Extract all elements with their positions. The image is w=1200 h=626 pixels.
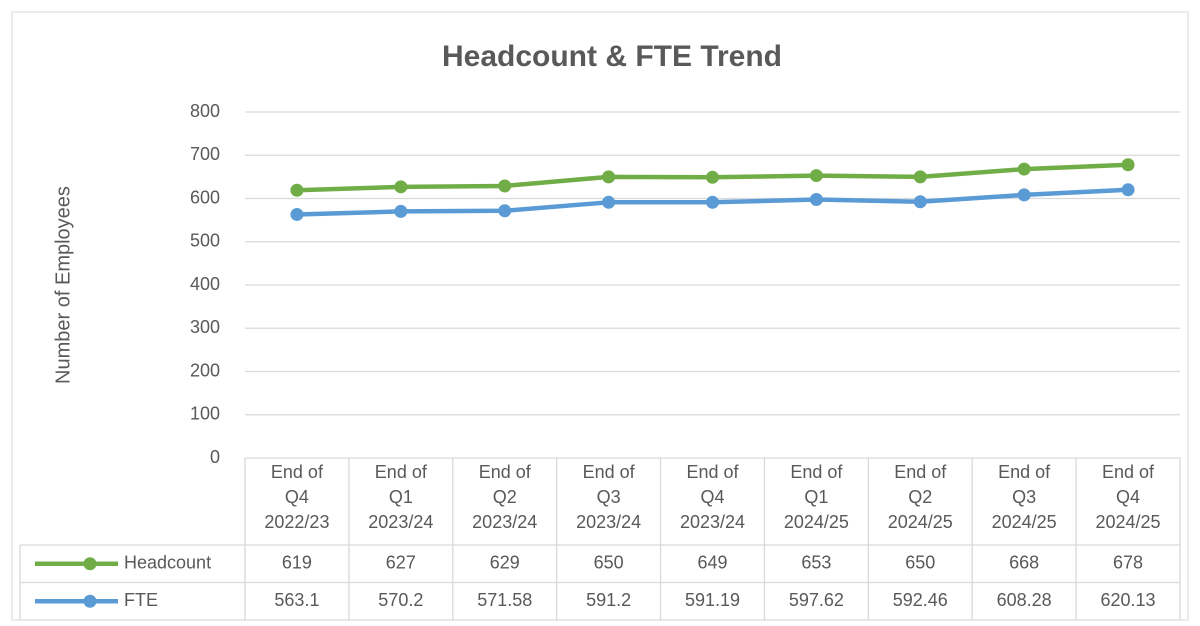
series-marker: [602, 170, 616, 184]
table-value: 678: [1113, 553, 1143, 573]
x-tick-label: End of Q1 2023/24: [368, 462, 434, 532]
table-value: 608.28: [997, 590, 1052, 610]
series-marker: [1017, 162, 1031, 176]
y-tick-label: 500: [190, 231, 220, 251]
x-tick-label: End of Q4 2023/24: [679, 462, 746, 532]
table-value: 597.62: [789, 590, 844, 610]
table-value: 650: [594, 553, 624, 573]
table-value: 653: [801, 553, 831, 573]
legend-label: FTE: [124, 590, 158, 610]
y-tick-label: 300: [190, 317, 220, 337]
table-value: 591.2: [586, 590, 631, 610]
table-value: 620.13: [1101, 590, 1156, 610]
x-tick-label: End of Q2 2023/24: [472, 462, 538, 532]
x-tick-label: End of Q4 2022/23: [264, 462, 330, 532]
y-axis-label: Number of Employees: [52, 186, 74, 384]
table-value: 571.58: [477, 590, 532, 610]
table-value: 649: [697, 553, 727, 573]
legend-label: Headcount: [124, 553, 211, 573]
table-value: 591.19: [685, 590, 740, 610]
y-tick-label: 0: [210, 447, 220, 467]
table-value: 629: [490, 553, 520, 573]
y-tick-label: 100: [190, 404, 220, 424]
series-marker: [809, 193, 823, 207]
x-tick-label: End of Q4 2024/25: [1095, 462, 1161, 532]
x-tick-label: End of Q1 2024/25: [783, 462, 849, 532]
series-marker: [1121, 183, 1135, 197]
series-marker: [602, 195, 616, 209]
series-marker: [290, 207, 304, 221]
table-value: 650: [905, 553, 935, 573]
legend-marker: [83, 557, 97, 571]
y-tick-label: 600: [190, 187, 220, 207]
table-value: 563.1: [274, 590, 319, 610]
y-tick-label: 400: [190, 274, 220, 294]
series-marker: [913, 195, 927, 209]
series-marker: [706, 195, 719, 209]
series-marker: [809, 169, 823, 183]
x-tick-label: End of Q2 2024/25: [887, 462, 953, 532]
table-value: 627: [386, 553, 416, 573]
series-marker: [1121, 158, 1135, 172]
series-marker: [394, 180, 408, 194]
series-marker: [1017, 188, 1031, 202]
chart-title: Headcount & FTE Trend: [442, 40, 782, 73]
table-value: 668: [1009, 553, 1039, 573]
x-tick-label: End of Q3 2024/25: [991, 462, 1057, 532]
series-marker: [706, 170, 719, 184]
table-value: 592.46: [893, 590, 948, 610]
series-marker: [498, 179, 512, 193]
table-value: 619: [282, 553, 312, 573]
y-tick-label: 800: [190, 101, 220, 121]
y-tick-label: 700: [190, 144, 220, 164]
legend-marker: [83, 594, 97, 608]
x-tick-label: End of Q3 2023/24: [576, 462, 642, 532]
series-marker: [394, 204, 408, 218]
series-marker: [290, 183, 304, 197]
series-marker: [498, 204, 512, 218]
y-tick-label: 200: [190, 360, 220, 380]
series-marker: [913, 170, 927, 184]
table-value: 570.2: [378, 590, 423, 610]
